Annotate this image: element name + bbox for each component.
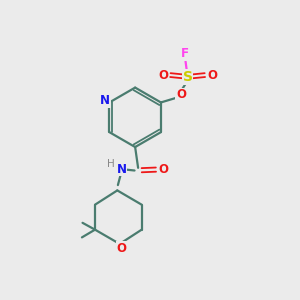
- Text: N: N: [116, 163, 127, 176]
- Text: H: H: [107, 159, 115, 169]
- Text: S: S: [183, 70, 193, 84]
- Text: O: O: [176, 88, 186, 101]
- Text: O: O: [116, 242, 127, 255]
- Text: O: O: [207, 69, 217, 82]
- Text: O: O: [158, 69, 168, 82]
- Text: O: O: [159, 163, 169, 176]
- Text: F: F: [181, 47, 189, 60]
- Text: N: N: [100, 94, 110, 107]
